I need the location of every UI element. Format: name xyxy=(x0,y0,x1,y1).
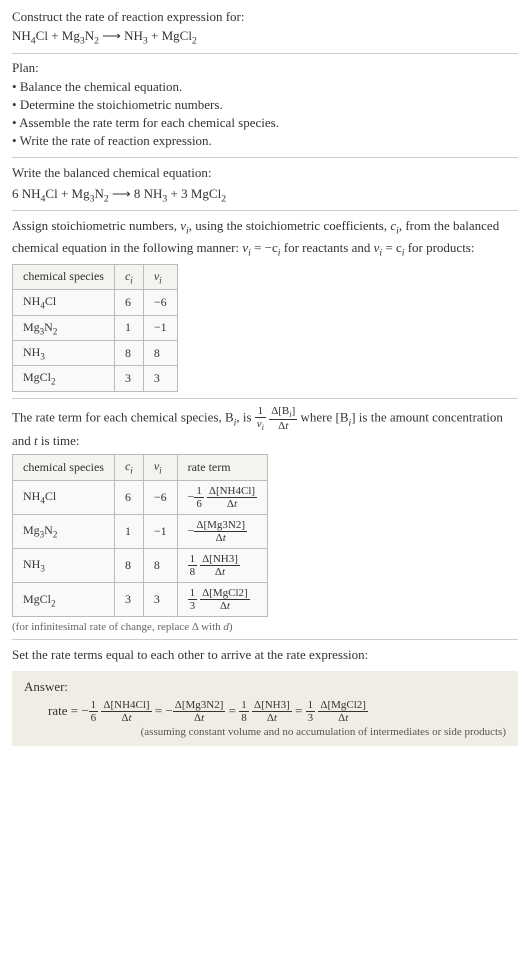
plan-section: Plan: Balance the chemical equation. Det… xyxy=(12,60,518,151)
divider xyxy=(12,639,518,640)
nui-cell: −6 xyxy=(143,290,177,315)
species-cell: Mg3N2 xyxy=(13,315,115,340)
rate-cell: −Δ[Mg3N2]Δt xyxy=(177,514,267,548)
rateterm-text: The rate term for each chemical species,… xyxy=(12,405,518,451)
table-header-row: chemical species ci νi xyxy=(13,264,178,289)
ci-cell: 8 xyxy=(114,549,143,583)
products: 8 NH3 + 3 MgCl2 xyxy=(134,186,226,201)
answer-label: Answer: xyxy=(24,679,506,695)
col-species: chemical species xyxy=(13,264,115,289)
ci-cell: 3 xyxy=(114,366,143,391)
col-nui: νi xyxy=(143,455,177,480)
nui-cell: 8 xyxy=(143,340,177,365)
species-cell: MgCl2 xyxy=(13,366,115,391)
arrow: ⟶ xyxy=(112,186,134,201)
plan-item: Assemble the rate term for each chemical… xyxy=(12,114,518,132)
table-row: MgCl2 3 3 xyxy=(13,366,178,391)
col-ci: ci xyxy=(114,264,143,289)
nui-cell: −6 xyxy=(143,480,177,514)
assign-section: Assign stoichiometric numbers, νi, using… xyxy=(12,217,518,391)
table-row: MgCl2 3 3 13 Δ[MgCl2]Δt xyxy=(13,583,268,617)
stoich-table: chemical species ci νi NH4Cl 6 −6 Mg3N2 … xyxy=(12,264,178,392)
ci-cell: 6 xyxy=(114,290,143,315)
divider xyxy=(12,398,518,399)
rate-cell: −16 Δ[NH4Cl]Δt xyxy=(177,480,267,514)
assign-text: Assign stoichiometric numbers, νi, using… xyxy=(12,217,518,259)
unbalanced-equation: NH4Cl + Mg3N2 ⟶ NH3 + MgCl2 xyxy=(12,28,518,47)
col-rate: rate term xyxy=(177,455,267,480)
plan-title: Plan: xyxy=(12,60,518,76)
nui-cell: 3 xyxy=(143,366,177,391)
nui-cell: 3 xyxy=(143,583,177,617)
plan-item: Determine the stoichiometric numbers. xyxy=(12,96,518,114)
arrow: ⟶ xyxy=(102,28,124,43)
answer-note: (assuming constant volume and no accumul… xyxy=(24,726,506,738)
col-nui: νi xyxy=(143,264,177,289)
rate-cell: 13 Δ[MgCl2]Δt xyxy=(177,583,267,617)
ci-cell: 3 xyxy=(114,583,143,617)
infinitesimal-note: (for infinitesimal rate of change, repla… xyxy=(12,621,518,633)
divider xyxy=(12,157,518,158)
divider xyxy=(12,53,518,54)
nui-cell: −1 xyxy=(143,514,177,548)
divider xyxy=(12,210,518,211)
problem-statement: Construct the rate of reaction expressio… xyxy=(12,8,518,47)
rateterm-table: chemical species ci νi rate term NH4Cl 6… xyxy=(12,454,268,617)
prompt-text: Construct the rate of reaction expressio… xyxy=(12,8,518,26)
balanced-intro: Write the balanced chemical equation: xyxy=(12,164,518,182)
species-cell: Mg3N2 xyxy=(13,514,115,548)
delta-frac: Δ[Bi]Δt xyxy=(269,405,297,432)
species-cell: NH3 xyxy=(13,340,115,365)
coef-frac: 1νi xyxy=(255,405,266,432)
col-ci: ci xyxy=(114,455,143,480)
rate-formula: 1νi Δ[Bi]Δt xyxy=(255,409,301,424)
ci-cell: 6 xyxy=(114,480,143,514)
table-row: NH4Cl 6 −6 −16 Δ[NH4Cl]Δt xyxy=(13,480,268,514)
ci-cell: 1 xyxy=(114,315,143,340)
reactants: 6 NH4Cl + Mg3N2 xyxy=(12,186,109,201)
table-row: Mg3N2 1 −1 xyxy=(13,315,178,340)
ci-cell: 8 xyxy=(114,340,143,365)
table-row: NH3 8 8 18 Δ[NH3]Δt xyxy=(13,549,268,583)
balanced-section: Write the balanced chemical equation: 6 … xyxy=(12,164,518,205)
table-header-row: chemical species ci νi rate term xyxy=(13,455,268,480)
table-row: NH3 8 8 xyxy=(13,340,178,365)
answer-equation: rate = −16 Δ[NH4Cl]Δt = −Δ[Mg3N2]Δt = 18… xyxy=(24,699,506,725)
table-row: Mg3N2 1 −1 −Δ[Mg3N2]Δt xyxy=(13,514,268,548)
ci-cell: 1 xyxy=(114,514,143,548)
plan-item: Write the rate of reaction expression. xyxy=(12,132,518,150)
answer-box: Answer: rate = −16 Δ[NH4Cl]Δt = −Δ[Mg3N2… xyxy=(12,671,518,747)
col-species: chemical species xyxy=(13,455,115,480)
species-cell: NH4Cl xyxy=(13,480,115,514)
rateterm-section: The rate term for each chemical species,… xyxy=(12,405,518,634)
plan-item: Balance the chemical equation. xyxy=(12,78,518,96)
product-1: NH3 + MgCl2 xyxy=(124,28,197,43)
species-cell: NH4Cl xyxy=(13,290,115,315)
final-intro: Set the rate terms equal to each other t… xyxy=(12,646,518,664)
nui-cell: 8 xyxy=(143,549,177,583)
reactant-1: NH4Cl + Mg3N2 xyxy=(12,28,99,43)
table-row: NH4Cl 6 −6 xyxy=(13,290,178,315)
rate-cell: 18 Δ[NH3]Δt xyxy=(177,549,267,583)
species-cell: MgCl2 xyxy=(13,583,115,617)
final-section: Set the rate terms equal to each other t… xyxy=(12,646,518,664)
nui-cell: −1 xyxy=(143,315,177,340)
species-cell: NH3 xyxy=(13,549,115,583)
balanced-equation: 6 NH4Cl + Mg3N2 ⟶ 8 NH3 + 3 MgCl2 xyxy=(12,186,518,205)
